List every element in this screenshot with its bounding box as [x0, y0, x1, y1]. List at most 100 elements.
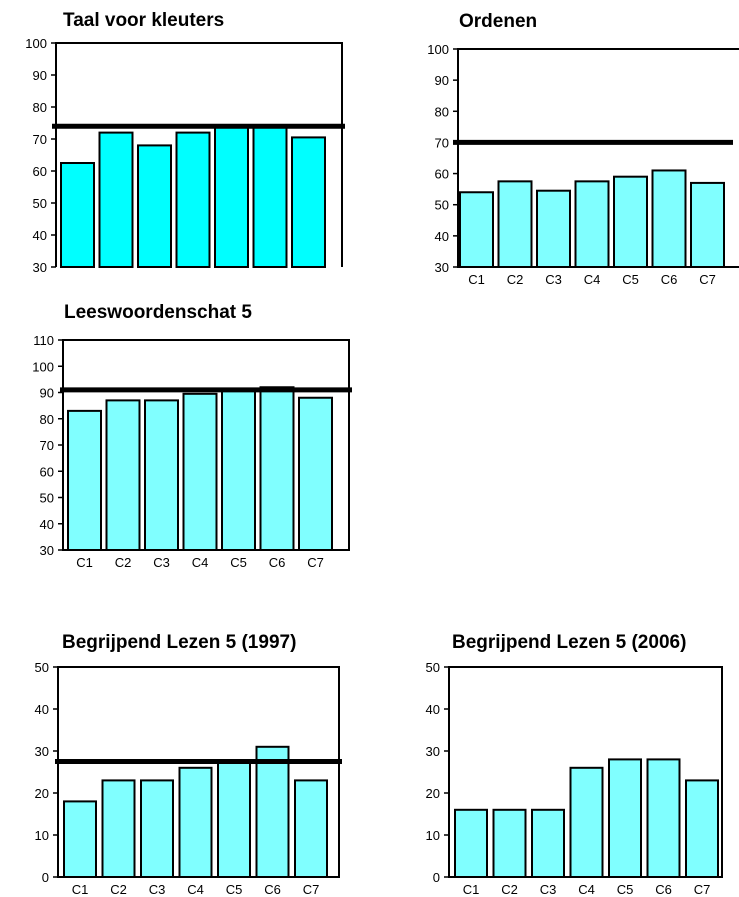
bar-c3 — [140, 779, 174, 879]
bar-c5 — [217, 760, 251, 878]
bar-c5 — [214, 125, 249, 268]
chart-title: Taal voor kleuters — [63, 10, 224, 31]
chart-title: Begrijpend Lezen 5 (1997) — [62, 632, 296, 653]
chart-1: Taal voor kleuters 30 40 50 60 70 80 90 100 — [25, 10, 345, 275]
y-tick-label: 10 — [35, 828, 49, 843]
x-tick-label: C7 — [694, 882, 711, 897]
x-tick-label: C4 — [584, 272, 601, 287]
bar-c7 — [298, 396, 333, 551]
y-tick-label: 50 — [435, 198, 449, 213]
y-tick-label: 100 — [427, 42, 449, 57]
bar-c6 — [252, 125, 288, 268]
y-tick-label: 40 — [40, 517, 54, 532]
y-tick-label: 90 — [33, 68, 47, 83]
y-tick-label: 100 — [25, 36, 47, 51]
x-tick-label: C2 — [501, 882, 518, 897]
y-tick-label: 100 — [32, 359, 54, 374]
y-tick-label: 40 — [435, 229, 449, 244]
x-tick-label: C4 — [192, 555, 209, 570]
y-tick-label: 30 — [33, 260, 47, 275]
bar-c5 — [613, 175, 648, 268]
y-tick-label: 90 — [435, 73, 449, 88]
chart-3: Leeswoordenschat 5 C1 C2 C3 C4 C5 C6 C7 30 40 50 60… — [32, 302, 352, 570]
bar-c4 — [569, 766, 604, 878]
x-tick-label: C5 — [622, 272, 639, 287]
bar-c5 — [221, 388, 256, 551]
y-tick-label: 60 — [33, 164, 47, 179]
y-tick-label: 70 — [33, 132, 47, 147]
chart-5: Begrijpend Lezen 5 (2006) C1 C2 C3 C4 C5 C6 C7 0… — [426, 632, 723, 897]
y-tick-label: 70 — [435, 135, 449, 150]
x-tick-label: C3 — [545, 272, 562, 287]
bar-c1 — [67, 409, 102, 551]
plot-frame — [57, 666, 340, 878]
x-tick-label: C5 — [226, 882, 243, 897]
y-tick-label: 50 — [33, 196, 47, 211]
x-tick-label: C4 — [578, 882, 595, 897]
bar-c7 — [294, 779, 328, 879]
bar-c3 — [531, 808, 565, 878]
x-tick-label: C7 — [699, 272, 716, 287]
bar-c4 — [178, 766, 213, 878]
bar-c4 — [175, 131, 211, 268]
y-tick-label: 30 — [426, 744, 440, 759]
bar-c6 — [646, 758, 681, 879]
x-tick-label: C2 — [110, 882, 127, 897]
bar-c7 — [291, 136, 326, 268]
bar-c2 — [101, 779, 136, 879]
y-tick-label: 20 — [35, 786, 49, 801]
x-tick-label: C6 — [269, 555, 286, 570]
y-tick-label: 10 — [426, 828, 440, 843]
y-tick-label: 20 — [426, 786, 440, 801]
y-tick-label: 110 — [33, 333, 54, 348]
y-tick-label: 50 — [35, 660, 49, 675]
chart-title: Ordenen — [459, 11, 537, 32]
x-tick-label: C1 — [463, 882, 480, 897]
bar-c2 — [98, 131, 134, 268]
chart-2: Ordenen C1 C2 C3 C4 C5 C6 C7 30 40 50 60 70 80 90 100 — [427, 11, 739, 287]
bar-c6 — [651, 169, 687, 268]
plot-frame — [448, 666, 723, 878]
y-tick-label: 0 — [42, 870, 49, 885]
x-tick-label: C5 — [617, 882, 634, 897]
y-tick-label: 50 — [426, 660, 440, 675]
bar-c1 — [454, 808, 488, 878]
x-tick-label: C1 — [72, 882, 89, 897]
x-tick-label: C1 — [76, 555, 93, 570]
bar-c7 — [685, 779, 719, 879]
bar-c6 — [259, 386, 295, 551]
y-tick-label: 30 — [40, 543, 54, 558]
x-tick-label: C6 — [661, 272, 678, 287]
x-tick-label: C3 — [153, 555, 170, 570]
x-tick-label: C1 — [468, 272, 485, 287]
bar-c5 — [608, 758, 642, 879]
y-tick-label: 90 — [40, 386, 54, 401]
x-tick-label: C5 — [230, 555, 247, 570]
x-tick-label: C4 — [187, 882, 204, 897]
x-tick-label: C3 — [149, 882, 166, 897]
y-tick-label: 80 — [435, 104, 449, 119]
x-tick-label: C6 — [655, 882, 672, 897]
y-tick-label: 40 — [426, 702, 440, 717]
chart-title: Leeswoordenschat 5 — [64, 302, 252, 323]
plot-frame — [457, 48, 739, 268]
bar-c1 — [60, 162, 95, 268]
bar-c6 — [255, 745, 290, 878]
y-tick-label: 0 — [433, 870, 440, 885]
x-tick-label: C6 — [264, 882, 281, 897]
y-tick-label: 50 — [40, 491, 54, 506]
y-tick-label: 40 — [35, 702, 49, 717]
bar-c2 — [497, 180, 533, 269]
y-tick-label: 30 — [35, 744, 49, 759]
x-tick-label: C2 — [507, 272, 524, 287]
bar-c3 — [536, 189, 571, 268]
bar-c1 — [459, 191, 494, 268]
y-tick-label: 30 — [435, 260, 449, 275]
y-tick-label: 80 — [33, 100, 47, 115]
chart-title: Begrijpend Lezen 5 (2006) — [452, 632, 686, 653]
bar-c2 — [492, 808, 527, 878]
x-tick-label: C7 — [307, 555, 324, 570]
bar-c3 — [144, 399, 179, 551]
plot-frame — [55, 42, 343, 267]
